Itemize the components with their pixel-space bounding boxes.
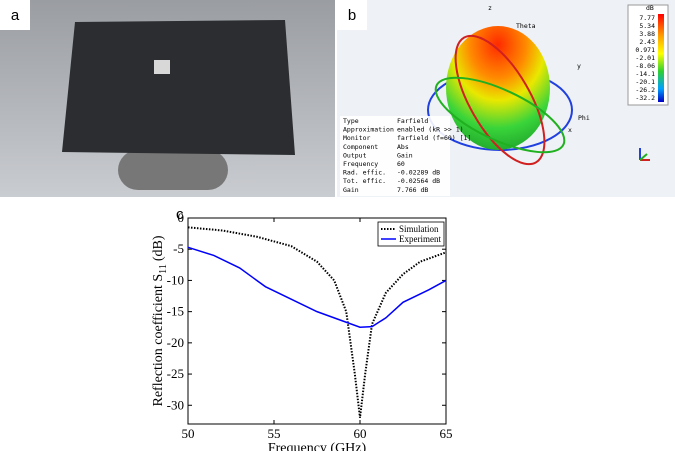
- table-value: Farfield: [397, 117, 428, 125]
- colorbar-values: 7.775.343.882.430.971-2.01-8.06-14.1-20.…: [635, 14, 655, 102]
- x-tick-label: 60: [354, 426, 367, 441]
- theta-ring: [454, 34, 546, 166]
- colorbar-value: -32.2: [635, 94, 655, 102]
- colorbar-value: -14.1: [635, 70, 655, 78]
- panel-b: b Theta Phi y x z dB 7.775.343.882.430.9…: [337, 0, 675, 197]
- table-value: 60: [397, 160, 405, 168]
- panel-a: a: [0, 0, 335, 197]
- y-axis-label-unit: (dB): [151, 235, 166, 261]
- table-value: farfield (f=60) [1]: [397, 134, 471, 142]
- table-value: 7.766 dB: [397, 186, 428, 194]
- ring: [434, 76, 566, 154]
- table-key: Rad. effic.: [343, 169, 386, 177]
- y-axis-label-sub: 11: [158, 264, 169, 274]
- axes-triad: [639, 148, 650, 161]
- colorbar-value: 5.34: [639, 22, 655, 30]
- table-key: Type: [343, 117, 359, 125]
- chart: 50 55 60 65 0 -5 -10 -15 -20 -25 -30 Frequency (GHz…: [151, 210, 453, 451]
- patch: [154, 60, 170, 74]
- colorbar-value: 0.971: [635, 46, 655, 54]
- colorbar-value: -26.2: [635, 86, 655, 94]
- table-key: Approximation: [343, 126, 394, 134]
- y-tick-label: -30: [167, 397, 184, 412]
- plot-frame: [187, 217, 447, 425]
- panel-label: c: [176, 206, 184, 223]
- colorbar-value: -8.06: [635, 62, 655, 70]
- axis-label: z: [488, 4, 492, 12]
- table-value: -0.02564 dB: [397, 177, 440, 185]
- antenna-substrate: [62, 20, 295, 155]
- table-key: Frequency: [343, 160, 378, 168]
- x-tick-label: 50: [182, 426, 195, 441]
- legend-box: [377, 221, 445, 247]
- legend-label: Simulation: [399, 224, 439, 234]
- y-tick-label: -5: [173, 241, 184, 256]
- x-tick-label: 55: [268, 426, 281, 441]
- table-value: Abs: [397, 143, 409, 151]
- table-value: Gain: [397, 151, 413, 159]
- table-value: -0.02289 dB: [397, 169, 440, 177]
- colorbar-value: -20.1: [635, 78, 655, 86]
- axis-label: Phi: [578, 114, 590, 122]
- panel-label: b: [348, 7, 356, 24]
- y-axis-label: Reflection coefficient S11 (dB): [151, 235, 169, 406]
- colorbar-unit: dB: [646, 4, 654, 12]
- y-tick-label: -10: [167, 272, 184, 287]
- axis-label: y: [577, 62, 581, 70]
- y-tick-label: -25: [167, 366, 184, 381]
- label-box: [337, 0, 367, 30]
- x-axis-label: Frequency (GHz): [268, 441, 367, 451]
- y-axis-label-text: Reflection coefficient S: [151, 274, 166, 407]
- y-tick-label: -15: [167, 304, 184, 319]
- axis-label: x: [568, 126, 572, 134]
- colorbar-value: 3.88: [639, 30, 655, 38]
- table-key: Component: [343, 143, 378, 151]
- table-key: Gain: [343, 186, 359, 194]
- table-key: Monitor: [343, 134, 370, 142]
- table-value: enabled (kR >> 1): [397, 126, 464, 134]
- info-table-bg: [340, 116, 450, 196]
- table-key: Output: [343, 151, 367, 159]
- axis-label: Theta: [516, 22, 536, 30]
- y-tick-label: -20: [167, 335, 184, 350]
- series-line: [187, 246, 447, 328]
- colorbar-value: 2.43: [639, 38, 655, 46]
- colorbar-value: -2.01: [635, 54, 655, 62]
- legend-label: Experiment: [399, 234, 441, 244]
- table-key: Tot. effic.: [343, 177, 386, 185]
- panel-label: a: [11, 7, 20, 24]
- x-tick-label: 65: [440, 426, 453, 441]
- y-tick-label: 0: [178, 210, 185, 225]
- connector: [118, 150, 228, 190]
- colorbar-value: 7.77: [639, 14, 655, 22]
- series-line: [187, 226, 447, 418]
- label-box: [0, 0, 30, 30]
- colorbar: [658, 14, 664, 102]
